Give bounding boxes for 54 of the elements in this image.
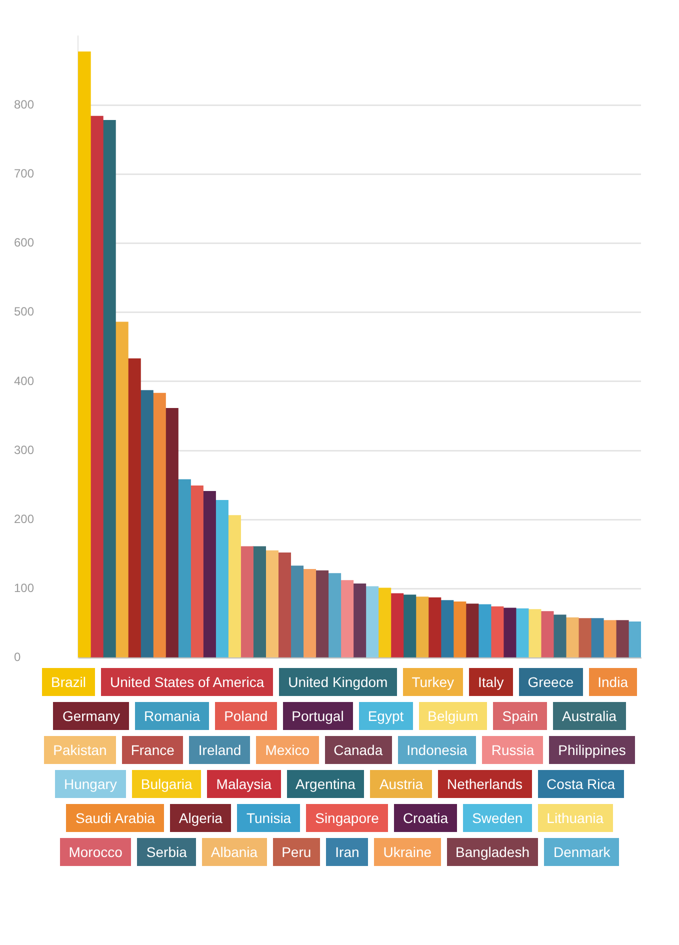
legend-label: Hungary bbox=[64, 770, 126, 798]
legend-label: France bbox=[130, 736, 184, 764]
legend-label: Sweden bbox=[472, 804, 532, 832]
legend-label: Peru bbox=[282, 838, 320, 866]
legend-label: Saudi Arabia bbox=[75, 804, 164, 832]
y-tick-label: 200 bbox=[14, 512, 34, 526]
legend-label: Poland bbox=[224, 702, 277, 730]
legend-label: Germany bbox=[62, 702, 130, 730]
y-tick-label: 100 bbox=[14, 581, 34, 596]
legend-label: United States of America bbox=[110, 668, 274, 696]
y-tick-label: 500 bbox=[14, 304, 34, 319]
legend-label: Spain bbox=[502, 702, 548, 730]
legend-label: Russia bbox=[491, 736, 544, 764]
legend-label: Ireland bbox=[198, 736, 250, 764]
legend-label: Australia bbox=[562, 702, 626, 730]
legend-label: Romania bbox=[144, 702, 210, 730]
legend-label: Denmark bbox=[553, 838, 620, 866]
legend-label: India bbox=[598, 668, 637, 696]
legend-label: Portugal bbox=[292, 702, 353, 730]
legend-label: Croatia bbox=[402, 804, 458, 832]
legend-label: Italy bbox=[478, 668, 513, 696]
legend-label: Tunisia bbox=[246, 804, 300, 832]
legend-label: Morocco bbox=[68, 838, 132, 866]
y-tick-label: 700 bbox=[14, 166, 34, 180]
legend-label: Lithuania bbox=[546, 804, 612, 832]
legend-label: Mexico bbox=[265, 736, 319, 764]
y-tick-label: 0 bbox=[14, 650, 21, 664]
legend-label: Argentina bbox=[296, 770, 364, 798]
legend-label: Albania bbox=[210, 838, 267, 866]
legend-label: Greece bbox=[528, 668, 583, 696]
y-tick-label: 400 bbox=[14, 374, 34, 388]
legend-label: Brazil bbox=[51, 668, 96, 696]
legend-label: Iran bbox=[335, 838, 368, 866]
legend-label: Bulgaria bbox=[140, 770, 202, 798]
y-tick-label: 600 bbox=[14, 236, 34, 250]
y-tick-label: 300 bbox=[14, 442, 34, 457]
legend-label: Canada bbox=[334, 736, 392, 764]
legend-label: Costa Rica bbox=[546, 770, 624, 798]
legend-label: Bangladesh bbox=[456, 838, 538, 866]
legend-label: Serbia bbox=[146, 838, 196, 866]
legend-label: Algeria bbox=[178, 804, 232, 832]
legend-label: Netherlands bbox=[447, 770, 532, 798]
legend-label: Singapore bbox=[315, 804, 388, 832]
y-tick-label: 800 bbox=[14, 97, 34, 112]
legend-label: Pakistan bbox=[53, 736, 116, 764]
legend-label: Philippines bbox=[558, 736, 635, 764]
legend-label: Ukraine bbox=[383, 838, 441, 866]
legend-label: United Kingdom bbox=[288, 668, 397, 696]
legend-label: Indonesia bbox=[406, 736, 476, 764]
legend-label: Egypt bbox=[368, 702, 413, 730]
legend-label: Turkey bbox=[412, 668, 464, 696]
legend-label: Austria bbox=[379, 770, 432, 798]
legend-label: Belgium bbox=[428, 702, 488, 730]
legend-label: Malaysia bbox=[216, 770, 281, 798]
